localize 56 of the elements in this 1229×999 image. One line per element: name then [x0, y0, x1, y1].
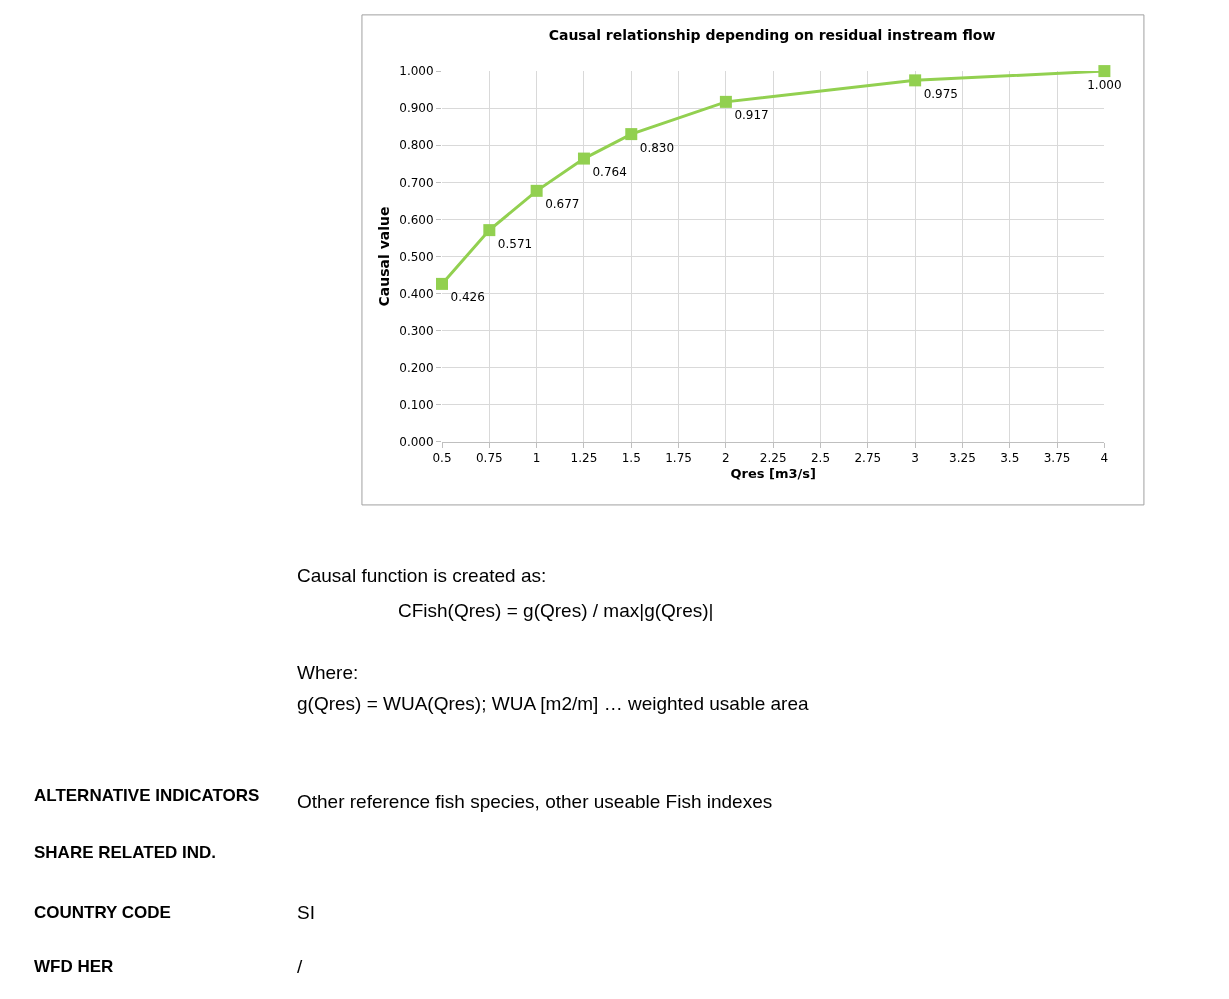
point [436, 277, 449, 290]
point [483, 224, 496, 237]
x-tick-label: 1.25 [570, 451, 598, 466]
y-tick-label: 0.700 [399, 175, 434, 190]
text: 0.677 [545, 197, 580, 212]
y-tick-label: 0.900 [399, 101, 434, 116]
text: 0.917 [734, 108, 769, 123]
point [719, 95, 732, 108]
x-tick-label: 2.5 [810, 451, 831, 466]
point [530, 184, 543, 197]
y-tick-label: 0.600 [399, 212, 434, 227]
text: 1.000 [1087, 77, 1122, 92]
x-tick-label: 3.75 [1043, 451, 1071, 466]
text: Where: [297, 662, 359, 683]
x-tick-label: 3.25 [949, 451, 976, 466]
text: 0.830 [639, 140, 675, 155]
y-tick-label: 0.400 [399, 286, 434, 301]
text: Other reference fish species, other useable Fish indexes [297, 791, 773, 812]
y-tick-label: 0.300 [399, 323, 434, 338]
point [577, 152, 590, 165]
text: ALTERNATIVE INDICATORS [34, 786, 260, 805]
y-tick-label: 0.800 [399, 138, 434, 153]
chart-title: Causal relationship depending on residual instream flow [548, 26, 996, 43]
y-tick-label: 0.500 [399, 249, 434, 264]
y-tick-label: 0.100 [399, 397, 434, 412]
x-tick-label: 2 [722, 451, 730, 466]
text: g(Qres) = WUA(Qres); WUA [m2/m] … weighted usable area [297, 693, 809, 714]
text: SHARE RELATED IND. [34, 843, 216, 862]
text: 0.571 [497, 236, 533, 251]
text: 0.975 [923, 86, 958, 101]
x-tick-label: 1 [532, 451, 541, 466]
y-tick-label: 0.000 [399, 435, 434, 450]
y-tick-label: 1.000 [399, 64, 434, 79]
text: 0.764 [592, 165, 627, 180]
point [1098, 65, 1111, 78]
x-tick-label: 2.25 [759, 451, 787, 466]
point [625, 128, 638, 141]
text: WFD HER [34, 957, 114, 976]
text: SI [297, 902, 315, 923]
text: Causal function is created as: [297, 565, 547, 586]
text: CFish(Qres) = g(Qres) / max|g(Qres)| [398, 600, 714, 621]
x-tick-label: 2.75 [854, 451, 882, 466]
y-tick-label: 0.200 [399, 360, 434, 375]
y-axis-title: Causal value [375, 206, 392, 307]
x-tick-label: 3 [911, 451, 919, 466]
x-axis-title: Qres [m3/s] [730, 465, 816, 481]
text: COUNTRY CODE [34, 903, 171, 922]
x-tick-label: 1.75 [665, 451, 692, 466]
point [909, 74, 922, 87]
x-tick-label: 4 [1100, 451, 1109, 466]
x-tick-label: 3.5 [1000, 451, 1020, 466]
x-tick-label: 0.75 [475, 451, 503, 466]
text: 0.426 [450, 290, 485, 305]
x-tick-label: 1.5 [621, 451, 641, 466]
x-tick-label: 0.5 [432, 451, 452, 466]
text: / [297, 956, 303, 977]
